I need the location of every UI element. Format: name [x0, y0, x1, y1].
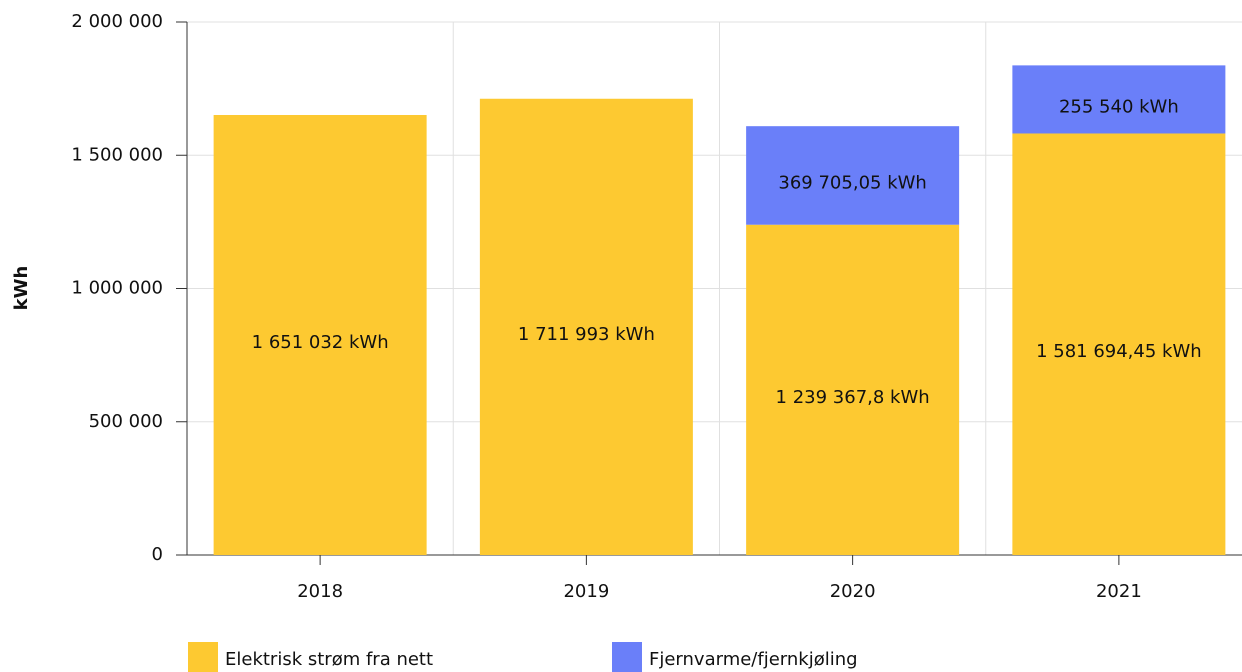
- data-label: 1 239 367,8 kWh: [776, 387, 930, 408]
- x-tick-label: 2019: [563, 581, 609, 602]
- legend-swatch: [188, 642, 218, 672]
- bar-segment: [1012, 65, 1226, 134]
- bar-segment: [746, 224, 960, 555]
- y-axis-label: kWh: [11, 266, 32, 311]
- data-label: 1 711 993 kWh: [518, 324, 655, 345]
- legend-swatch: [612, 642, 642, 672]
- data-label: 369 705,05 kWh: [778, 172, 926, 193]
- data-label: 255 540 kWh: [1059, 96, 1179, 117]
- y-tick-label: 0: [152, 544, 163, 565]
- y-tick-label: 2 000 000: [71, 11, 163, 32]
- bar-segment: [1012, 133, 1226, 555]
- legend-label: Elektrisk strøm fra nett: [225, 649, 433, 670]
- legend-label: Fjernvarme/fjernkjøling: [649, 649, 858, 670]
- bar-segment: [479, 98, 693, 555]
- data-label: 1 651 032 kWh: [252, 332, 389, 353]
- y-tick-label: 1 500 000: [71, 144, 163, 165]
- x-tick-label: 2021: [1096, 581, 1142, 602]
- x-tick-label: 2018: [297, 581, 343, 602]
- y-tick-label: 1 000 000: [71, 278, 163, 299]
- bar-segment: [213, 114, 427, 555]
- x-tick-label: 2020: [830, 581, 876, 602]
- data-label: 1 581 694,45 kWh: [1036, 341, 1202, 362]
- bar-segment: [746, 126, 960, 225]
- y-tick-label: 500 000: [89, 411, 163, 432]
